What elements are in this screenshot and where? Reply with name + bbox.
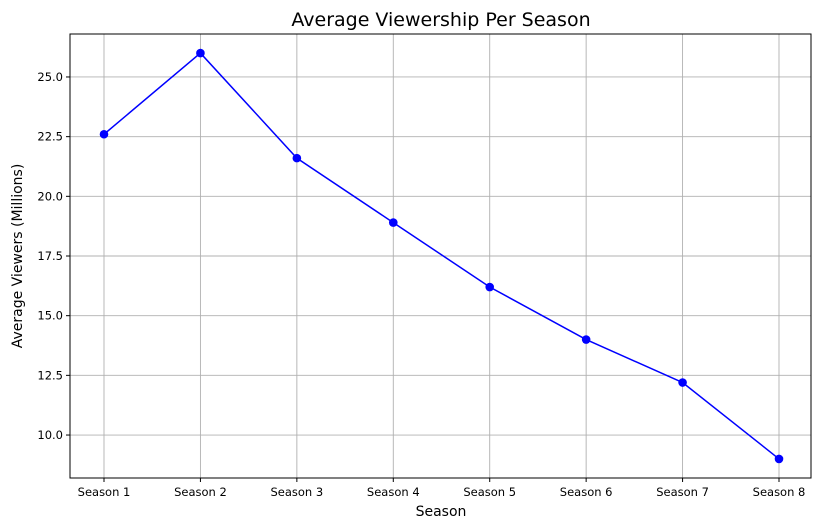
y-tick-label: 10.0 (37, 428, 63, 442)
x-tick-label: Season 3 (270, 485, 323, 499)
x-tick-label: Season 1 (78, 485, 131, 499)
y-axis: 10.0 12.5 15.0 17.5 20.0 22.5 25.0 (37, 70, 70, 442)
data-point (678, 378, 687, 387)
data-point (774, 454, 784, 464)
x-tick-label: Season 8 (753, 485, 806, 499)
data-point (388, 218, 398, 227)
x-axis-label: Season (416, 504, 467, 520)
data-point (581, 335, 591, 344)
x-tick-label: Season 7 (656, 485, 709, 499)
data-point (485, 282, 495, 292)
y-axis-label: Average Viewers (Millions) (10, 164, 26, 349)
x-tick-label: Season 4 (367, 485, 420, 499)
y-tick-label: 20.0 (37, 189, 63, 203)
data-point (196, 48, 205, 58)
y-tick-label: 22.5 (37, 130, 63, 144)
data-point (99, 129, 109, 139)
x-tick-label: Season 6 (560, 485, 613, 499)
data-point (292, 153, 302, 163)
y-tick-label: 25.0 (37, 70, 63, 84)
chart-title: Average Viewership Per Season (291, 9, 590, 31)
x-tick-label: Season 2 (174, 485, 227, 499)
x-axis: Season 1 Season 2 Season 3 Season 4 Season 5… (78, 478, 806, 499)
grid (70, 34, 811, 478)
series-group (99, 48, 784, 464)
y-tick-label: 17.5 (37, 249, 63, 263)
x-tick-label: Season 5 (463, 485, 516, 499)
y-tick-label: 15.0 (37, 309, 63, 323)
series-line (103, 52, 780, 460)
y-tick-label: 12.5 (37, 368, 63, 382)
